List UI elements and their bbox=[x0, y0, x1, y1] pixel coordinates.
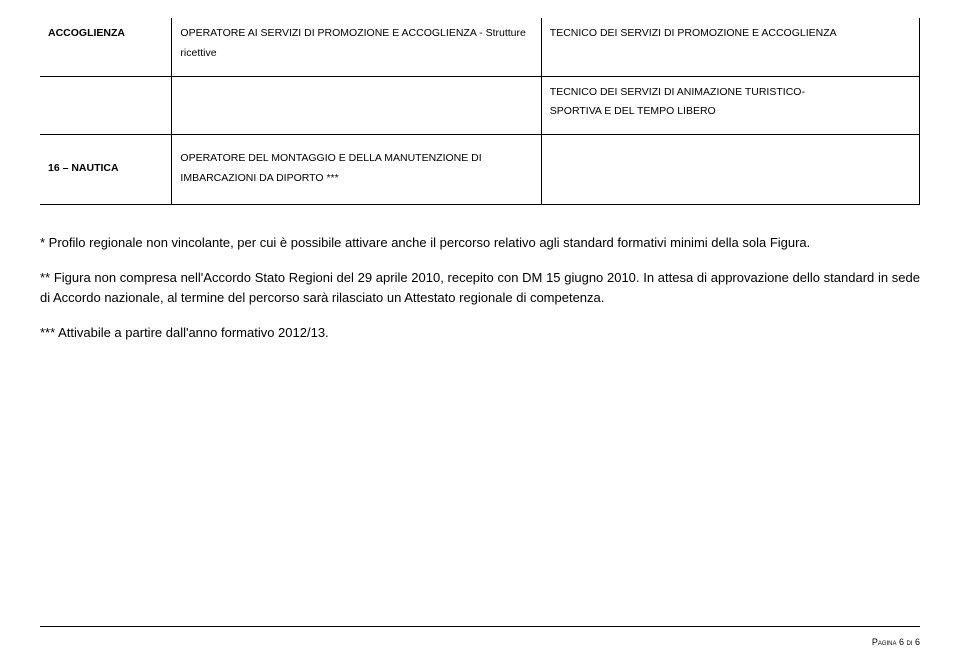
cell-sector: 16 – NAUTICA bbox=[40, 134, 172, 204]
cell-empty bbox=[40, 76, 172, 134]
cell-line: TECNICO DEI SERVIZI DI ANIMAZIONE TURIST… bbox=[550, 86, 805, 98]
table-row: ACCOGLIENZA OPERATORE AI SERVIZI DI PROM… bbox=[40, 18, 920, 76]
cell-technician: TECNICO DEI SERVIZI DI PROMOZIONE E ACCO… bbox=[541, 18, 919, 76]
cell-line: OPERATORE DEL MONTAGGIO E DELLA MANUTENZ… bbox=[180, 152, 481, 164]
note-single-asterisk: * Profilo regionale non vincolante, per … bbox=[40, 233, 920, 253]
footer-divider bbox=[40, 626, 920, 627]
cell-operator: OPERATORE AI SERVIZI DI PROMOZIONE E ACC… bbox=[172, 18, 541, 76]
note-double-asterisk: ** Figura non compresa nell'Accordo Stat… bbox=[40, 268, 920, 307]
page-number: Pagina 6 di 6 bbox=[872, 637, 920, 647]
cell-empty bbox=[172, 76, 541, 134]
qualifications-table: ACCOGLIENZA OPERATORE AI SERVIZI DI PROM… bbox=[40, 18, 920, 205]
cell-empty bbox=[541, 134, 919, 204]
cell-line: IMBARCAZIONI DA DIPORTO *** bbox=[180, 172, 338, 184]
cell-line: SPORTIVA E DEL TEMPO LIBERO bbox=[550, 105, 716, 117]
table-row: 16 – NAUTICA OPERATORE DEL MONTAGGIO E D… bbox=[40, 134, 920, 204]
cell-line: ricettive bbox=[180, 47, 216, 59]
notes-block: * Profilo regionale non vincolante, per … bbox=[40, 233, 920, 343]
cell-line: OPERATORE AI SERVIZI DI PROMOZIONE E ACC… bbox=[180, 27, 525, 39]
cell-sector: ACCOGLIENZA bbox=[40, 18, 172, 76]
cell-technician: TECNICO DEI SERVIZI DI ANIMAZIONE TURIST… bbox=[541, 76, 919, 134]
cell-operator: OPERATORE DEL MONTAGGIO E DELLA MANUTENZ… bbox=[172, 134, 541, 204]
note-triple-asterisk: *** Attivabile a partire dall'anno forma… bbox=[40, 323, 920, 343]
table-row: TECNICO DEI SERVIZI DI ANIMAZIONE TURIST… bbox=[40, 76, 920, 134]
